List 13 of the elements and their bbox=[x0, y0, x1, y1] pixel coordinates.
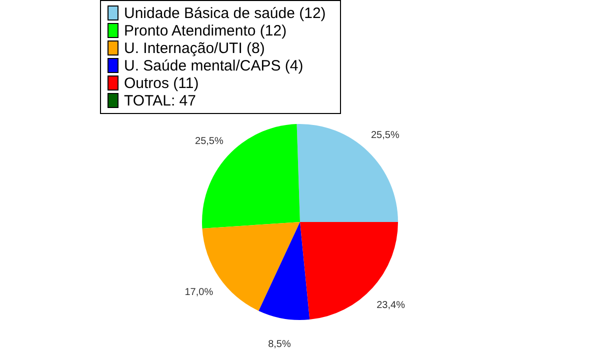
text: TOTAL: 47 bbox=[124, 92, 196, 110]
legend-label: U. Internação/UTI (8) bbox=[124, 40, 265, 57]
data-label: 25,5% bbox=[371, 130, 400, 141]
data-label: 17,0% bbox=[184, 287, 214, 298]
legend-label: Outros (11) bbox=[124, 75, 199, 92]
legend-label: U. Saúde mental/CAPS (4) bbox=[124, 58, 304, 74]
pie-slice bbox=[258, 222, 310, 320]
data-label: 23,4% bbox=[376, 300, 406, 312]
legend-label: Pronto Atendimento (12) bbox=[124, 22, 287, 40]
legend-label: Unidade Básica de saúde (12) bbox=[124, 5, 326, 22]
data-label: 8,5% bbox=[268, 338, 291, 350]
data-label: 25,5% bbox=[195, 136, 224, 147]
pie-slice bbox=[296, 124, 398, 222]
